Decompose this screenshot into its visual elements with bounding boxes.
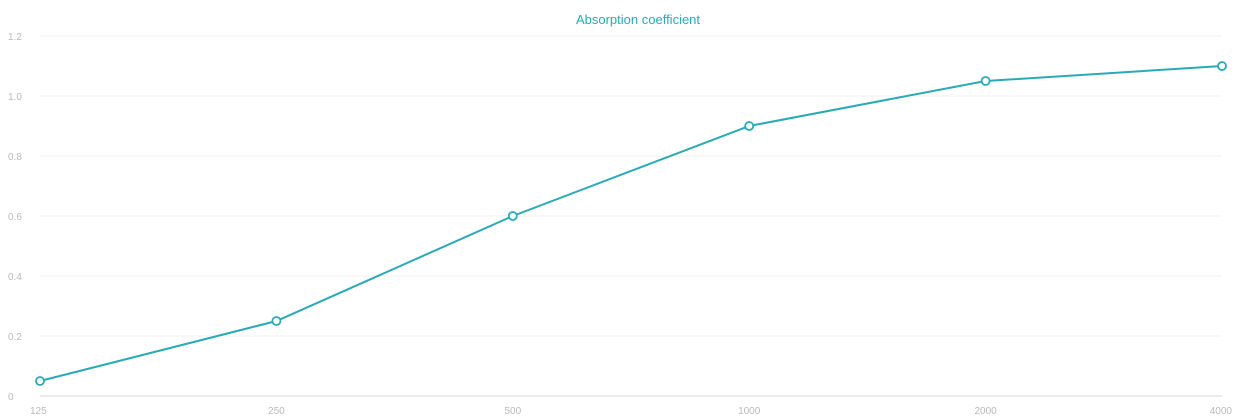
series-line-0: [39, 65, 1223, 382]
y-tick-label-1: 0.2: [8, 332, 22, 343]
data-point-0-1[interactable]: [271, 316, 282, 326]
data-point-0-3[interactable]: [744, 121, 755, 131]
y-tick-label-5: 1.0: [8, 92, 22, 103]
series-layer: [35, 61, 1227, 386]
chart-title: Absorption coefficient: [576, 12, 700, 27]
y-tick-label-2: 0.4: [8, 272, 22, 283]
y-tick-label-3: 0.6: [8, 212, 22, 223]
x-axis-ticks: 125 250 500 1000 2000 4000: [30, 406, 1232, 417]
x-tick-label-4: 2000: [974, 406, 997, 417]
gridlines: [40, 35, 1222, 337]
x-tick-label-2: 500: [504, 406, 521, 417]
data-point-0-0[interactable]: [35, 376, 45, 386]
y-axis-ticks: 0 0.2 0.4 0.6 0.8 1.0 1.2: [8, 32, 22, 403]
x-tick-label-1: 250: [268, 406, 285, 417]
data-point-0-4[interactable]: [980, 76, 991, 86]
data-point-0-5[interactable]: [1217, 61, 1227, 71]
y-tick-label-6: 1.2: [8, 32, 22, 43]
data-point-0-2[interactable]: [507, 211, 518, 221]
y-tick-label-0: 0: [8, 392, 14, 403]
x-tick-label-3: 1000: [738, 406, 761, 417]
x-tick-label-5: 4000: [1210, 406, 1233, 417]
y-tick-label-4: 0.8: [8, 152, 22, 163]
x-tick-label-0: 125: [30, 406, 47, 417]
